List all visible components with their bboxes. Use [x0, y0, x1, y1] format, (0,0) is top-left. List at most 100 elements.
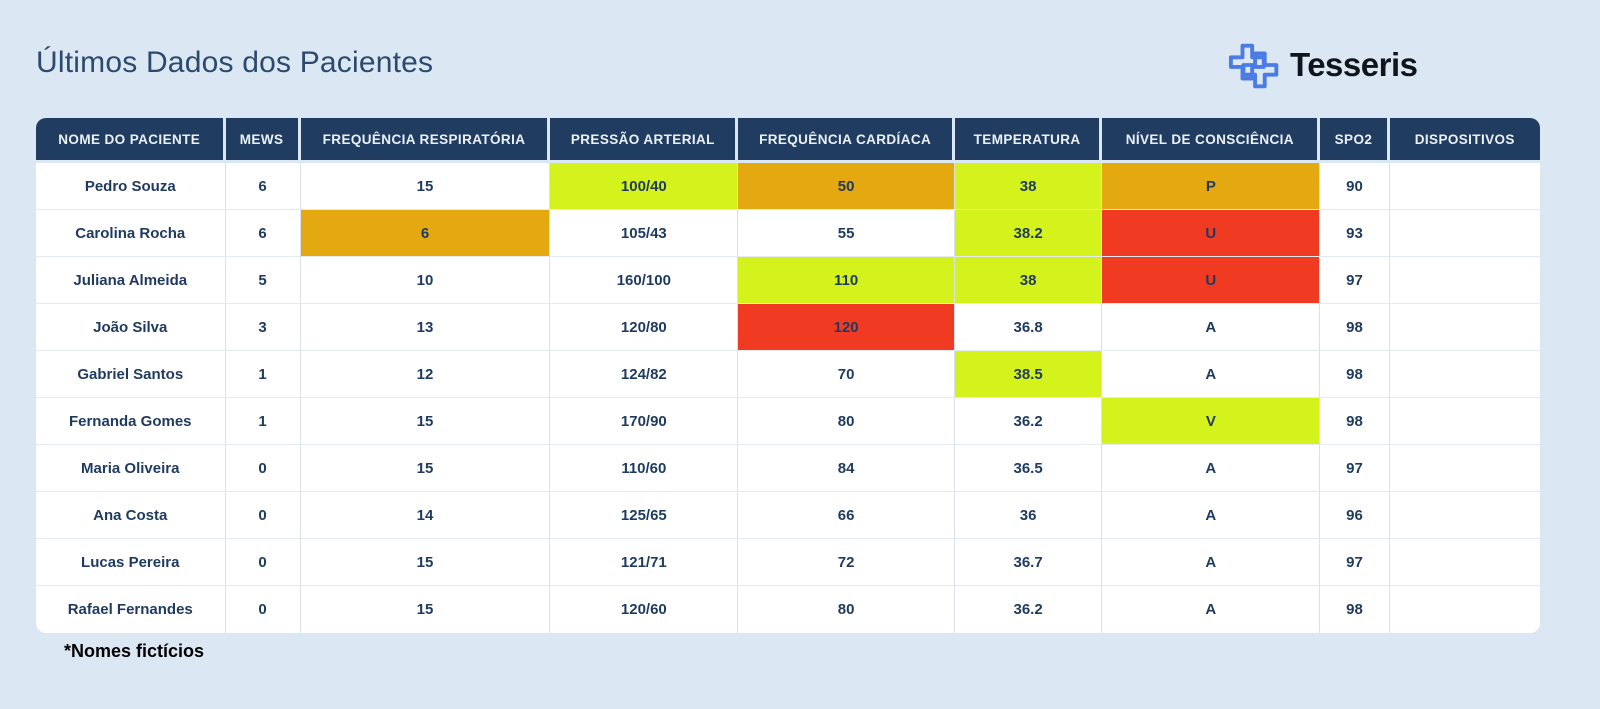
table-row: João Silva 3 13 120/80 120 36.8 A 98 — [36, 304, 1540, 351]
cell-fr: 15 — [300, 539, 551, 586]
cell-mews: 0 — [225, 445, 301, 492]
cell-mews: 0 — [225, 539, 301, 586]
cell-fc: 110 — [738, 257, 955, 304]
table-row: Pedro Souza 6 15 100/40 50 38 P 90 — [36, 163, 1540, 210]
cell-spo2: 90 — [1320, 163, 1390, 210]
cell-disp — [1389, 210, 1540, 257]
table-body: Pedro Souza 6 15 100/40 50 38 P 90 Carolina Roch… — [36, 163, 1540, 633]
cell-fc: 72 — [738, 539, 955, 586]
cell-pa: 110/60 — [550, 445, 739, 492]
cell-disp — [1389, 539, 1540, 586]
brand-logo: Tesseris — [1228, 34, 1418, 96]
cell-spo2: 97 — [1320, 257, 1390, 304]
cell-fr: 15 — [300, 445, 551, 492]
cell-nivel: P — [1102, 163, 1321, 210]
cell-fc: 55 — [738, 210, 955, 257]
page-title: Últimos Dados dos Pacientes — [36, 46, 434, 79]
cell-spo2: 96 — [1320, 492, 1390, 539]
column-header-pa: PRESSÃO ARTERIAL — [550, 118, 739, 163]
cell-spo2: 98 — [1320, 351, 1390, 398]
cell-fc: 80 — [738, 398, 955, 445]
table-row: Lucas Pereira 0 15 121/71 72 36.7 A 97 — [36, 539, 1540, 586]
cell-pa: 100/40 — [550, 163, 739, 210]
cell-disp — [1389, 304, 1540, 351]
cell-spo2: 98 — [1320, 586, 1390, 633]
cell-fr: 15 — [300, 163, 551, 210]
cell-fc: 120 — [738, 304, 955, 351]
cell-pa: 125/65 — [550, 492, 739, 539]
cell-nivel: U — [1102, 257, 1321, 304]
table-header: NOME DO PACIENTE MEWS FREQUÊNCIA RESPIRATÓ… — [36, 118, 1540, 163]
cell-fr: 10 — [300, 257, 551, 304]
cell-spo2: 98 — [1320, 304, 1390, 351]
cell-temp: 36.8 — [954, 304, 1103, 351]
cell-name: Juliana Almeida — [36, 257, 226, 304]
cell-disp — [1389, 586, 1540, 633]
table-row: Maria Oliveira 0 15 110/60 84 36.5 A 97 — [36, 445, 1540, 492]
cell-disp — [1389, 445, 1540, 492]
cell-temp: 38 — [954, 257, 1103, 304]
cell-fr: 13 — [300, 304, 551, 351]
cell-nivel: A — [1102, 539, 1321, 586]
cell-name: Fernanda Gomes — [36, 398, 226, 445]
cell-pa: 121/71 — [550, 539, 739, 586]
cell-temp: 36 — [954, 492, 1103, 539]
cell-fc: 50 — [738, 163, 955, 210]
cell-fr: 15 — [300, 398, 551, 445]
cell-fr: 15 — [300, 586, 551, 633]
cell-disp — [1389, 398, 1540, 445]
cell-pa: 170/90 — [550, 398, 739, 445]
cell-pa: 120/80 — [550, 304, 739, 351]
footnote: *Nomes fictícios — [64, 641, 205, 661]
cell-nivel: U — [1102, 210, 1321, 257]
table-row: Gabriel Santos 1 12 124/82 70 38.5 A 98 — [36, 351, 1540, 398]
cell-temp: 38.5 — [954, 351, 1103, 398]
cell-fc: 66 — [738, 492, 955, 539]
cell-fc: 70 — [738, 351, 955, 398]
table-row: Rafael Fernandes 0 15 120/60 80 36.2 A 98 — [36, 586, 1540, 633]
cell-fr: 14 — [300, 492, 551, 539]
cell-pa: 120/60 — [550, 586, 739, 633]
column-header-fr: FREQUÊNCIA RESPIRATÓRIA — [300, 118, 551, 163]
column-header-nivel: NÍVEL DE CONSCIÊNCIA — [1102, 118, 1321, 163]
cell-name: Ana Costa — [36, 492, 226, 539]
cell-temp: 38.2 — [954, 210, 1103, 257]
cell-nivel: A — [1102, 586, 1321, 633]
cell-temp: 36.2 — [954, 398, 1103, 445]
patients-table-container: NOME DO PACIENTE MEWS FREQUÊNCIA RESPIRATÓ… — [36, 118, 1540, 633]
cell-fc: 80 — [738, 586, 955, 633]
cell-name: Maria Oliveira — [36, 445, 226, 492]
column-header-spo2: SPO2 — [1320, 118, 1390, 163]
table-row: Ana Costa 0 14 125/65 66 36 A 96 — [36, 492, 1540, 539]
cell-name: João Silva — [36, 304, 226, 351]
cell-fr: 6 — [300, 210, 551, 257]
cell-nivel: A — [1102, 351, 1321, 398]
cell-nivel: A — [1102, 304, 1321, 351]
cell-pa: 105/43 — [550, 210, 739, 257]
cell-mews: 6 — [225, 210, 301, 257]
column-header-disp: DISPOSITIVOS — [1389, 118, 1540, 163]
cell-fr: 12 — [300, 351, 551, 398]
cell-pa: 160/100 — [550, 257, 739, 304]
tesseris-crosses-icon — [1228, 34, 1286, 96]
cell-spo2: 93 — [1320, 210, 1390, 257]
cell-spo2: 97 — [1320, 445, 1390, 492]
cell-temp: 36.5 — [954, 445, 1103, 492]
cell-disp — [1389, 492, 1540, 539]
cell-pa: 124/82 — [550, 351, 739, 398]
table-row: Juliana Almeida 5 10 160/100 110 38 U 97 — [36, 257, 1540, 304]
cell-temp: 36.7 — [954, 539, 1103, 586]
cell-mews: 0 — [225, 492, 301, 539]
cell-spo2: 98 — [1320, 398, 1390, 445]
cell-nivel: V — [1102, 398, 1321, 445]
cell-fc: 84 — [738, 445, 955, 492]
cell-mews: 6 — [225, 163, 301, 210]
cell-mews: 3 — [225, 304, 301, 351]
cell-mews: 5 — [225, 257, 301, 304]
table-row: Carolina Rocha 6 6 105/43 55 38.2 U 93 — [36, 210, 1540, 257]
header-row: NOME DO PACIENTE MEWS FREQUÊNCIA RESPIRATÓ… — [36, 118, 1540, 163]
cell-disp — [1389, 257, 1540, 304]
cell-mews: 1 — [225, 398, 301, 445]
cell-nivel: A — [1102, 492, 1321, 539]
column-header-fc: FREQUÊNCIA CARDÍACA — [738, 118, 955, 163]
